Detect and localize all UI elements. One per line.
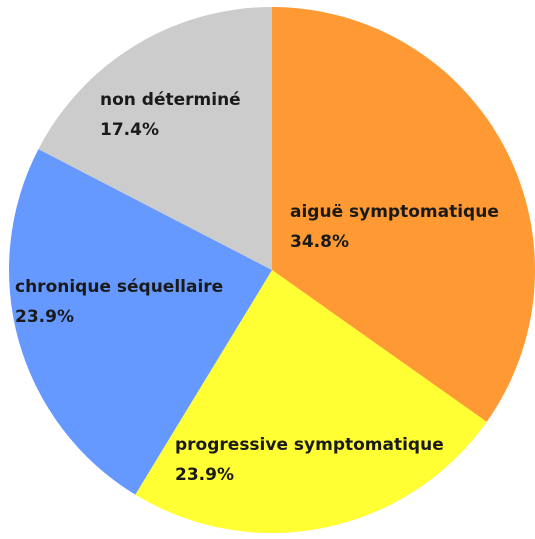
slice-value: 23.9% bbox=[15, 307, 74, 327]
slice-value: 23.9% bbox=[175, 465, 234, 485]
slice-label: non déterminé bbox=[100, 90, 241, 110]
slice-value: 17.4% bbox=[100, 120, 159, 140]
slice-label: progressive symptomatique bbox=[175, 435, 444, 455]
slice-value: 34.8% bbox=[290, 232, 349, 252]
pie-slice bbox=[38, 7, 273, 270]
slice-label: aiguë symptomatique bbox=[290, 202, 499, 222]
pie-slice bbox=[8, 149, 272, 495]
pie-slice bbox=[272, 7, 535, 422]
slice-label: chronique séquellaire bbox=[15, 277, 223, 297]
pie-slice bbox=[135, 270, 487, 533]
